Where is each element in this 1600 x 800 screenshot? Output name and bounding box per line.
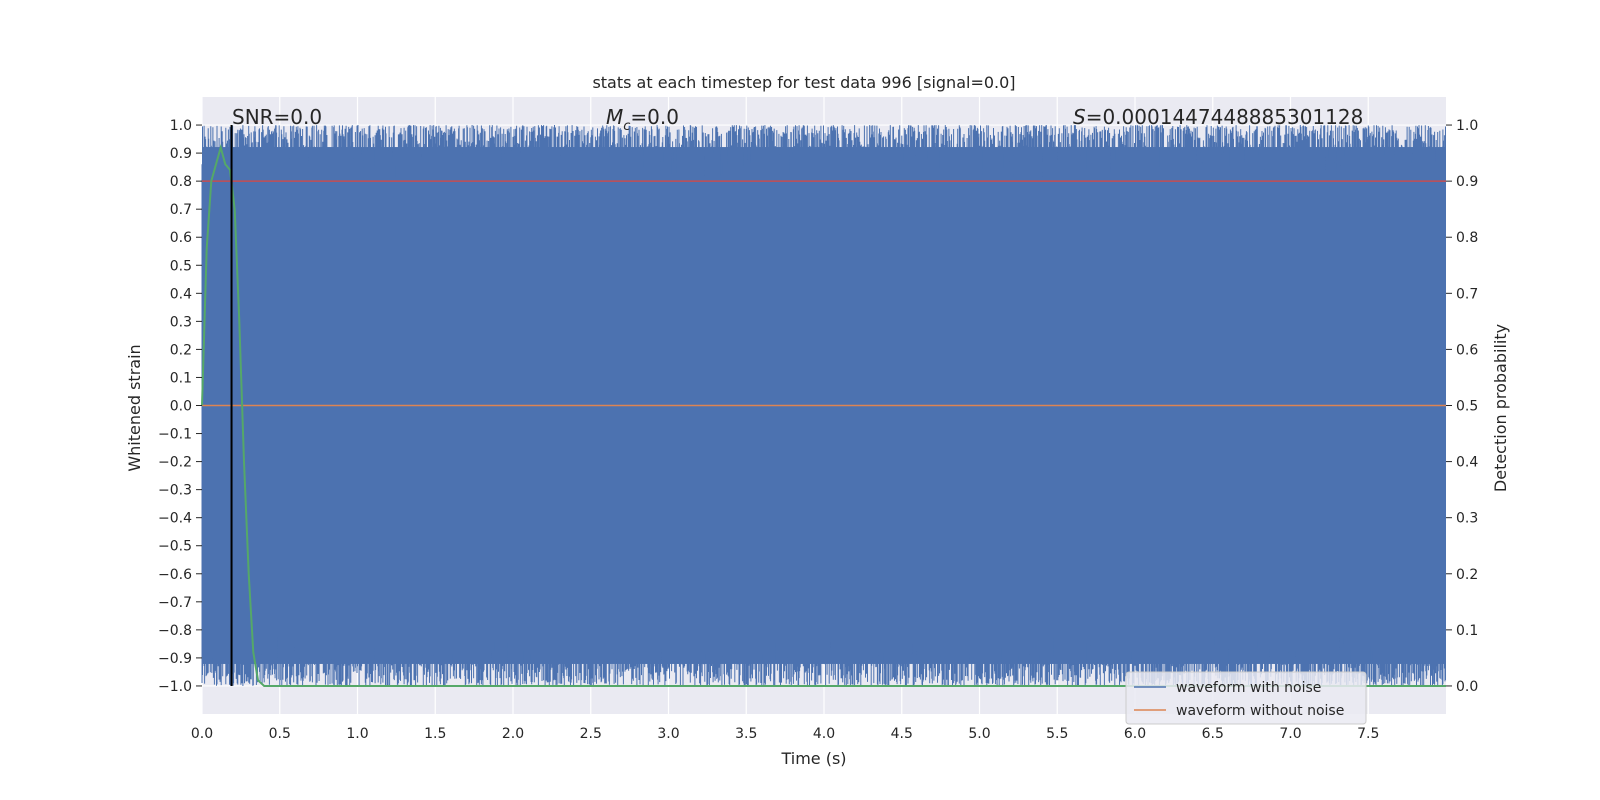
s-value: =0.0001447448885301128 <box>1086 105 1364 129</box>
mc-annotation: Mc=0.0 <box>606 105 679 134</box>
y-left-tick-label: −0.7 <box>158 595 192 611</box>
x-tick-label: 7.0 <box>1279 726 1301 742</box>
y-left-tick-label: 0.1 <box>170 370 192 386</box>
y-right-tick-label: 0.2 <box>1456 567 1478 583</box>
legend-label-with-noise: waveform with noise <box>1176 680 1321 696</box>
s-symbol: S <box>1073 105 1086 129</box>
y-left-tick-label: −0.5 <box>158 539 192 555</box>
y-left-tick-label: −0.6 <box>158 567 192 583</box>
x-tick-label: 0.0 <box>191 726 213 742</box>
noise-trace <box>201 125 1446 686</box>
x-tick-label: 6.0 <box>1124 726 1146 742</box>
y-left-tick-label: −0.1 <box>158 427 192 443</box>
y-left-tick-label: 0.6 <box>170 230 192 246</box>
x-tick-label: 3.0 <box>657 726 679 742</box>
y-right-tick-label: 0.4 <box>1456 455 1478 471</box>
y-right-tick-label: 0.9 <box>1456 174 1478 190</box>
y-left-tick-label: 0.0 <box>170 399 192 415</box>
y-right-tick-label: 0.3 <box>1456 511 1478 527</box>
x-tick-label: 6.5 <box>1202 726 1224 742</box>
y-left-tick-label: −0.4 <box>158 511 192 527</box>
y-left-tick-label: 0.7 <box>170 202 192 218</box>
detection-probability-line <box>201 143 1446 687</box>
x-tick-label: 5.5 <box>1046 726 1068 742</box>
y-axis-right-label: Detection probability <box>1491 324 1510 492</box>
legend-box <box>1125 671 1367 725</box>
y-left-tick-label: 1.0 <box>170 118 192 134</box>
x-tick-label: 0.5 <box>269 726 291 742</box>
y-left-tick-label: −0.9 <box>158 651 192 667</box>
y-axis-left: 1.0 0.9 0.8 0.7 0.6 0.5 0.4 0.3 0.2 0.1 0.0 −0.1 −0.… <box>158 118 202 695</box>
y-right-tick-label: 0.0 <box>1456 679 1478 695</box>
mc-symbol: M <box>606 105 623 129</box>
x-tick-label: 2.5 <box>580 726 602 742</box>
x-tick-label: 5.0 <box>968 726 990 742</box>
x-tick-label: 1.0 <box>346 726 368 742</box>
y-left-tick-label: 0.3 <box>170 314 192 330</box>
y-left-tick-label: −1.0 <box>158 679 192 695</box>
y-left-tick-label: −0.3 <box>158 483 192 499</box>
x-axis: 0.0 0.5 1.0 1.5 2.0 2.5 3.0 3.5 4.0 4.5 5.0 5.5 6.0 6… <box>191 726 1380 742</box>
chart-title: stats at each timestep for test data 996… <box>592 73 1015 92</box>
y-right-tick-label: 0.1 <box>1456 623 1478 639</box>
y-left-tick-label: 0.2 <box>170 342 192 358</box>
x-tick-label: 7.5 <box>1357 726 1379 742</box>
legend: waveform with noise waveform without noi… <box>1125 671 1367 725</box>
y-axis-left-label: Whitened strain <box>125 344 144 471</box>
x-axis-label: Time (s) <box>780 749 846 768</box>
x-tick-label: 1.5 <box>424 726 446 742</box>
x-tick-label: 2.0 <box>502 726 524 742</box>
y-left-tick-label: 0.9 <box>170 146 192 162</box>
snr-annotation: SNR=0.0 <box>232 105 322 129</box>
x-tick-label: 4.0 <box>813 726 835 742</box>
overlay-lines <box>201 125 1446 687</box>
y-right-tick-label: 0.7 <box>1456 286 1478 302</box>
y-left-tick-label: 0.8 <box>170 174 192 190</box>
y-right-tick-label: 1.0 <box>1456 118 1478 134</box>
legend-label-without-noise: waveform without noise <box>1176 703 1344 719</box>
s-annotation: S=0.0001447448885301128 <box>1073 105 1363 129</box>
y-left-tick-label: 0.5 <box>170 258 192 274</box>
y-right-tick-label: 0.5 <box>1456 399 1478 415</box>
mc-subscript: c <box>623 119 630 134</box>
y-right-tick-label: 0.8 <box>1456 230 1478 246</box>
mc-value: =0.0 <box>630 105 679 129</box>
y-right-tick-label: 0.6 <box>1456 342 1478 358</box>
y-left-tick-label: −0.2 <box>158 455 192 471</box>
x-tick-label: 4.5 <box>891 726 913 742</box>
y-left-tick-label: 0.4 <box>170 286 192 302</box>
y-axis-right: 1.0 0.9 0.8 0.7 0.6 0.5 0.4 0.3 0.2 0.1 0.0 <box>1446 118 1478 695</box>
y-left-tick-label: −0.8 <box>158 623 192 639</box>
x-tick-label: 3.5 <box>735 726 757 742</box>
